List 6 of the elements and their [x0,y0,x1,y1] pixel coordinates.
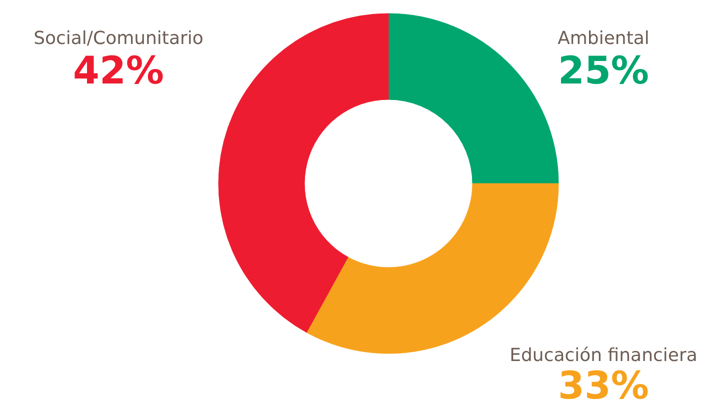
data-label: 42% [73,48,164,92]
data-label: 25% [558,48,649,92]
slice-label: Ambiental [558,28,650,49]
slice-label: Educación financiera [510,345,698,366]
data-label: 33% [558,364,649,408]
slice-label: Social/Comunitario [34,28,204,49]
